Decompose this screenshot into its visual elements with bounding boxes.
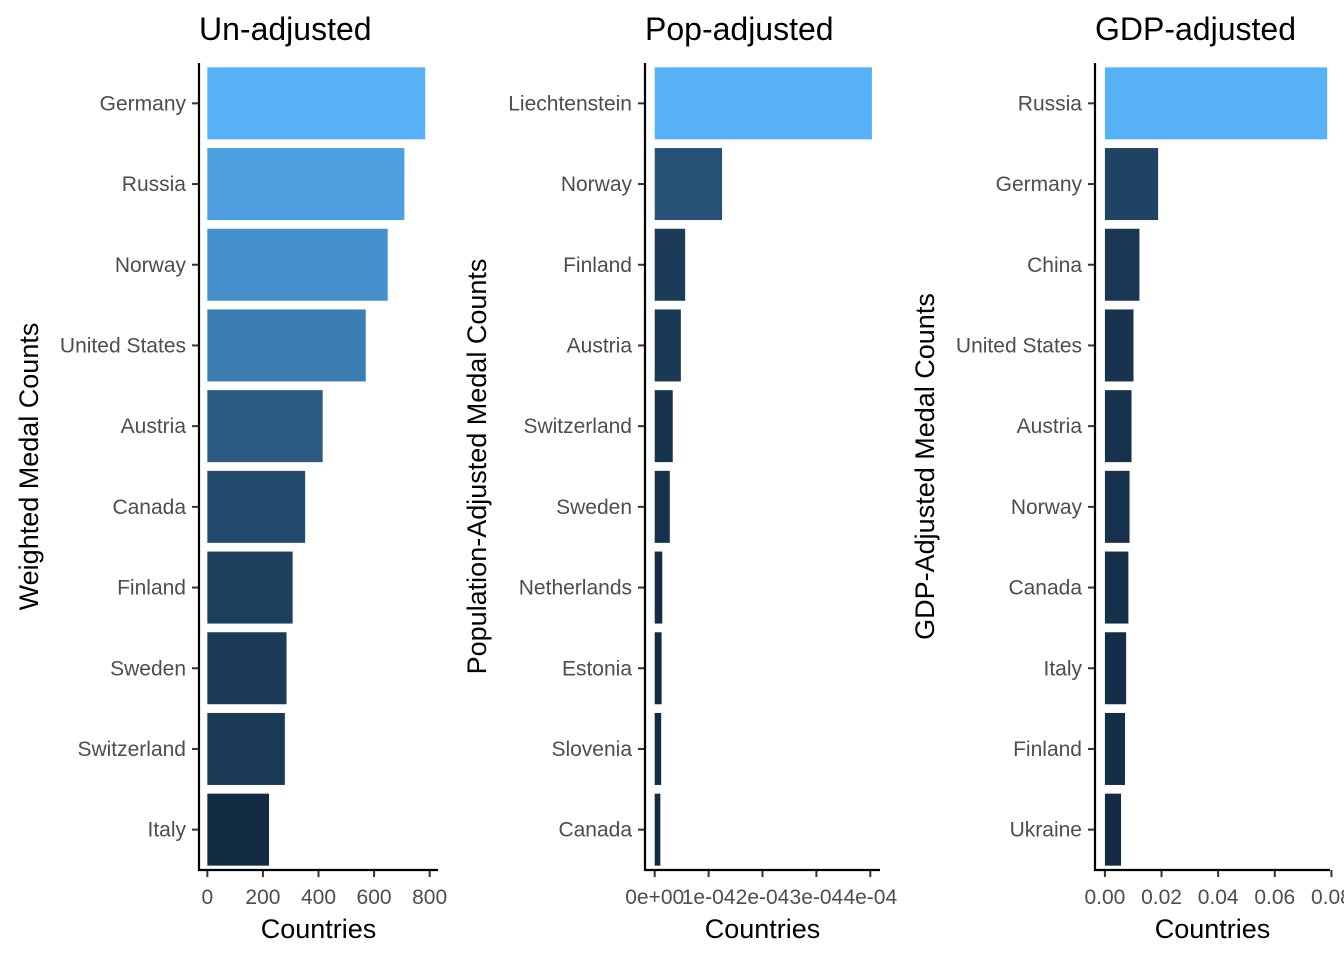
- x-tick-label: 3e-04: [790, 886, 844, 909]
- bar-switzerland: [654, 390, 673, 463]
- y-tick-label: Netherlands: [519, 577, 632, 600]
- x-tick-label: 0e+00: [625, 886, 684, 909]
- y-tick-label: Austria: [567, 334, 633, 357]
- bar-norway: [207, 228, 388, 301]
- x-tick-label: 0.06: [1254, 886, 1295, 909]
- bar-russia: [207, 148, 405, 221]
- bar-austria: [654, 309, 681, 382]
- panel-pop-adjusted: Pop-adjusted Population-Adjusted Medal Co…: [462, 11, 897, 944]
- x-axis-label: Countries: [705, 914, 821, 944]
- x-tick-label: 400: [301, 886, 336, 909]
- y-tick-label: Switzerland: [523, 415, 632, 438]
- y-tick-label: United States: [60, 334, 186, 357]
- x-tick-label: 1e-04: [682, 886, 736, 909]
- bar-italy: [1104, 632, 1127, 705]
- y-axis-label: Population-Adjusted Medal Counts: [462, 259, 492, 675]
- y-tick-label: Ukraine: [1010, 819, 1082, 842]
- y-tick-label: Norway: [1011, 496, 1083, 519]
- bar-estonia: [654, 632, 662, 705]
- bar-slovenia: [654, 712, 662, 785]
- bar-united-states: [207, 309, 366, 382]
- y-tick-label: Italy: [1043, 657, 1082, 680]
- y-tick-label: Finland: [117, 577, 186, 600]
- bar-austria: [1104, 390, 1132, 463]
- bar-united-states: [1104, 309, 1134, 382]
- panel-title: Un-adjusted: [199, 11, 372, 47]
- bar-canada: [1104, 551, 1129, 624]
- y-tick-label: Germany: [996, 173, 1083, 196]
- x-tick-label: 200: [245, 886, 280, 909]
- x-tick-label: 800: [412, 886, 447, 909]
- panel-title: GDP-adjusted: [1095, 11, 1296, 47]
- y-tick-label: Sweden: [110, 657, 186, 680]
- y-tick-label: Norway: [115, 254, 187, 277]
- y-tick-label: Canada: [112, 496, 186, 519]
- bar-austria: [207, 390, 323, 463]
- x-axis-label: Countries: [1155, 914, 1271, 944]
- bar-finland: [1104, 712, 1126, 785]
- bar-germany: [1104, 148, 1159, 221]
- y-tick-label: Germany: [100, 92, 187, 115]
- x-tick-label: 2e-04: [736, 886, 790, 909]
- bar-russia: [1104, 67, 1328, 140]
- x-axis-label: Countries: [261, 914, 377, 944]
- y-tick-label: Switzerland: [77, 738, 186, 761]
- bar-norway: [654, 148, 723, 221]
- bar-ukraine: [1104, 793, 1122, 866]
- y-tick-label: Norway: [561, 173, 633, 196]
- y-tick-label: United States: [956, 334, 1082, 357]
- bar-switzerland: [207, 712, 285, 785]
- y-tick-label: Russia: [1018, 92, 1083, 115]
- bar-liechtenstein: [654, 67, 872, 140]
- y-tick-label: Finland: [1013, 738, 1082, 761]
- y-tick-label: Finland: [563, 254, 632, 277]
- y-tick-label: Liechtenstein: [508, 92, 632, 115]
- bar-netherlands: [654, 551, 663, 624]
- bar-finland: [207, 551, 293, 624]
- bar-china: [1104, 228, 1140, 301]
- x-tick-label: 0.08: [1311, 886, 1344, 909]
- y-tick-label: Estonia: [562, 657, 632, 680]
- y-tick-label: Austria: [1017, 415, 1083, 438]
- bar-canada: [207, 470, 306, 543]
- y-tick-label: Slovenia: [551, 738, 632, 761]
- x-tick-label: 0: [201, 886, 213, 909]
- y-axis-label: GDP-Adjusted Medal Counts: [910, 293, 940, 640]
- y-axis-label: Weighted Medal Counts: [14, 323, 44, 611]
- bar-finland: [654, 228, 686, 301]
- y-tick-label: Canada: [558, 819, 632, 842]
- y-tick-label: Canada: [1008, 577, 1082, 600]
- x-tick-label: 0.00: [1084, 886, 1125, 909]
- y-tick-label: Italy: [147, 819, 186, 842]
- bar-canada: [654, 793, 661, 866]
- panel-title: Pop-adjusted: [645, 11, 834, 47]
- x-tick-label: 0.04: [1198, 886, 1239, 909]
- y-tick-label: China: [1027, 254, 1082, 277]
- x-tick-label: 0.02: [1141, 886, 1182, 909]
- y-tick-label: Austria: [121, 415, 187, 438]
- x-tick-label: 600: [357, 886, 392, 909]
- bar-sweden: [207, 632, 287, 705]
- bar-italy: [207, 793, 270, 866]
- bar-germany: [207, 67, 426, 140]
- y-tick-label: Russia: [122, 173, 187, 196]
- x-tick-label: 4e-04: [843, 886, 897, 909]
- bar-norway: [1104, 470, 1130, 543]
- panel-un-adjusted: Un-adjusted Weighted Medal Counts Germany R…: [14, 11, 447, 944]
- panel-gdp-adjusted: GDP-adjusted GDP-Adjusted Medal Counts Rus…: [910, 11, 1344, 944]
- bar-sweden: [654, 470, 670, 543]
- y-tick-label: Sweden: [556, 496, 632, 519]
